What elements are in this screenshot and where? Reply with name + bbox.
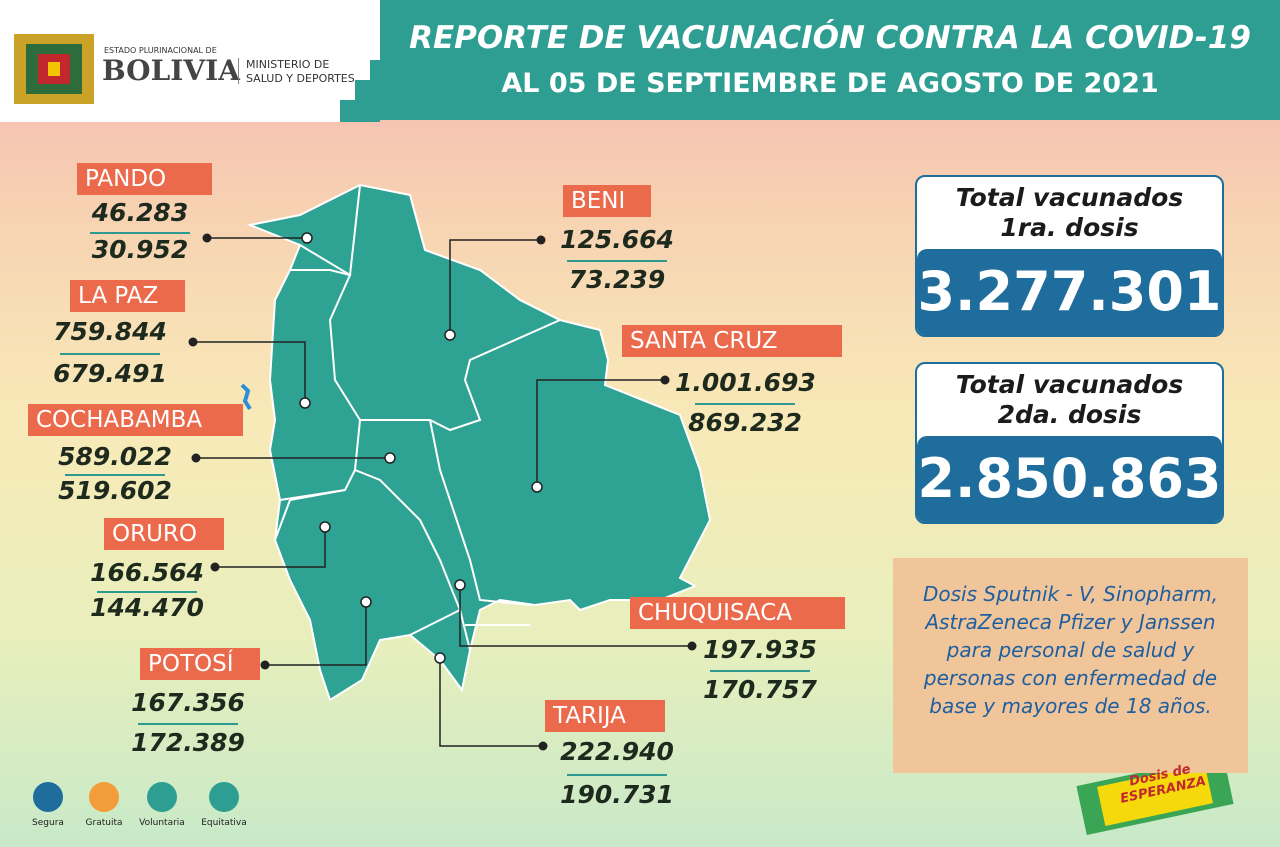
dose1-count: 589.022 — [58, 442, 172, 471]
leader-line — [439, 658, 543, 747]
ministry: MINISTERIO DE SALUD Y DEPORTES — [246, 58, 355, 86]
map-dot — [384, 452, 396, 464]
total-value: 2.850.863 — [917, 436, 1222, 522]
leader-dot — [202, 233, 212, 243]
dose2-count: 679.491 — [53, 359, 167, 388]
badge-label: Gratuita — [85, 818, 123, 828]
map-dot — [444, 329, 456, 341]
total-card: Total vacunados 1ra. dosis 3.277.301 — [915, 175, 1224, 337]
total-label-line: Total vacunados — [955, 183, 1184, 212]
leader-dot — [188, 337, 198, 347]
badges — [33, 782, 239, 812]
title: REPORTE DE VACUNACIÓN CONTRA LA COVID-19 — [409, 20, 1251, 56]
map-dot — [299, 397, 311, 409]
dose1-count: 197.935 — [703, 635, 817, 664]
leader-line — [215, 527, 326, 568]
dose1-count: 222.940 — [560, 737, 674, 766]
leader-line — [536, 379, 665, 487]
department-name: ORURO — [104, 518, 224, 550]
emblem-text: ESTADO PLURINACIONAL DE — [104, 46, 217, 55]
dose2-count: 144.470 — [90, 593, 204, 622]
leader-line — [449, 239, 541, 335]
leader-dot — [191, 453, 201, 463]
dose1-count: 125.664 — [560, 225, 674, 254]
department-name: CHUQUISACA — [630, 597, 845, 629]
leader-line — [193, 341, 306, 403]
emblem — [14, 34, 94, 104]
department-name: PANDO — [77, 163, 212, 195]
note-line: personas con enfermedad de — [923, 666, 1218, 690]
note-line: para personal de salud y — [946, 638, 1195, 662]
dose2-count: 190.731 — [560, 780, 674, 809]
map-dot — [360, 596, 372, 608]
leader-dot — [538, 741, 548, 751]
lake-titicaca — [240, 383, 252, 411]
leader-dot — [210, 562, 220, 572]
dose2-count: 30.952 — [91, 235, 189, 264]
map-dot — [434, 652, 446, 664]
total-label: Total vacunados 2da. dosis — [917, 364, 1222, 430]
leader-line — [265, 602, 367, 666]
underline — [65, 474, 165, 476]
dose1-count: 167.356 — [131, 688, 245, 717]
underline — [567, 260, 667, 262]
department-name: SANTA CRUZ — [622, 325, 842, 357]
note-line: Dosis Sputnik - V, Sinopharm, — [923, 582, 1218, 606]
map-dot — [301, 232, 313, 244]
leader-line — [459, 585, 692, 647]
dose1-count: 1.001.693 — [675, 368, 816, 397]
leader-dot — [687, 641, 697, 651]
ministry-line: SALUD Y DEPORTES — [246, 72, 355, 85]
department-name: LA PAZ — [70, 280, 185, 312]
dose2-count: 519.602 — [58, 476, 172, 505]
dose2-count: 73.239 — [568, 265, 666, 294]
note-line: base y mayores de 18 años. — [929, 694, 1212, 718]
total-card: Total vacunados 2da. dosis 2.850.863 — [915, 362, 1224, 524]
leader-dot — [536, 235, 546, 245]
badge-label: Voluntaria — [139, 818, 185, 828]
underline — [97, 590, 197, 593]
total-label-line: 2da. dosis — [997, 400, 1142, 429]
underline — [695, 403, 795, 405]
underline — [710, 670, 810, 672]
dose2-count: 172.389 — [131, 728, 245, 757]
dose2-count: 869.232 — [688, 408, 802, 437]
department-name: TARIJA — [545, 700, 665, 732]
underline — [90, 231, 190, 234]
subtitle: AL 05 DE SEPTIEMBRE DE AGOSTO DE 2021 — [501, 68, 1159, 99]
campaign-logo — [1076, 754, 1234, 836]
emblem-title: BOLIVIA — [102, 54, 240, 87]
map-dot — [454, 579, 466, 591]
dose1-count: 46.283 — [91, 198, 189, 227]
department-name: COCHABAMBA — [28, 404, 243, 436]
note: Dosis Sputnik - V, Sinopharm, AstraZeneca… — [893, 558, 1248, 773]
dose1-count: 759.844 — [53, 317, 167, 346]
dose2-count: 170.757 — [703, 675, 817, 704]
underline — [138, 723, 238, 725]
total-label-line: Total vacunados — [955, 370, 1184, 399]
map-dot — [531, 481, 543, 493]
title-band — [340, 0, 1280, 122]
total-label-line: 1ra. dosis — [1000, 213, 1139, 242]
divider — [238, 58, 239, 84]
total-label: Total vacunados 1ra. dosis — [917, 177, 1222, 243]
underline — [567, 773, 667, 776]
ministry-line: MINISTERIO DE — [246, 58, 330, 71]
dose1-count: 166.564 — [90, 558, 204, 587]
badge-label: Equitativa — [201, 818, 247, 828]
map-dot — [319, 521, 331, 533]
department-name: BENI — [563, 185, 651, 217]
department-name: POTOSÍ — [140, 648, 260, 680]
department-borders — [274, 184, 561, 651]
underline — [60, 353, 160, 355]
leader-dot — [260, 660, 270, 670]
total-value: 3.277.301 — [917, 249, 1222, 335]
leader-dot — [660, 375, 670, 385]
note-line: AstraZeneca Pfizer y Janssen — [925, 610, 1216, 634]
badge-label: Segura — [32, 818, 64, 828]
